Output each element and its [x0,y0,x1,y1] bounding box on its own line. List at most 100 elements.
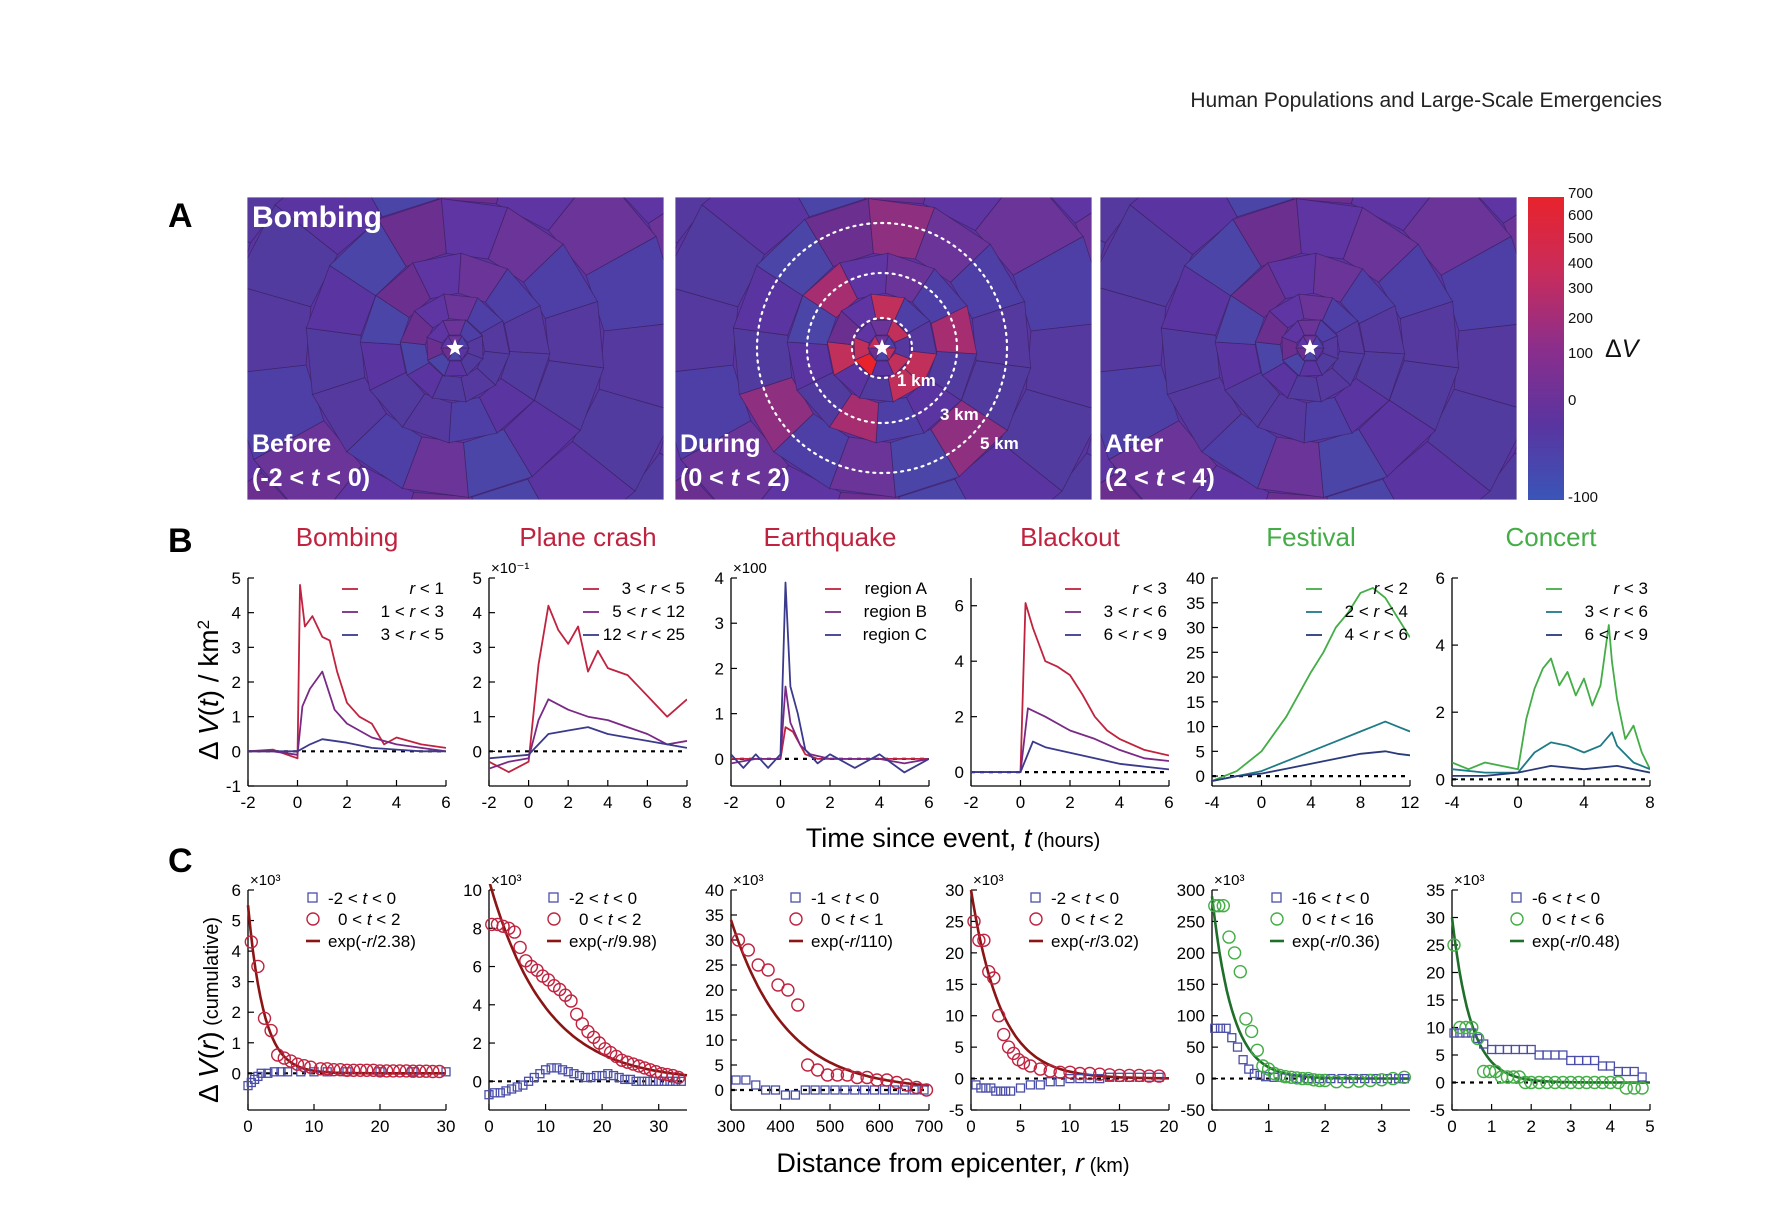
legend-label: 3 < r < 5 [622,579,685,598]
map-cell [495,197,576,232]
during-marker [513,940,527,955]
map-cell [906,377,962,434]
y-tick-label: 35 [1186,594,1205,613]
x-tick-label: 4 [392,793,401,812]
during-marker [850,1070,864,1085]
x-tick-label: 0 [524,793,533,812]
before-marker [1065,1073,1075,1084]
during-marker [432,1064,447,1079]
during-marker [1102,1068,1117,1082]
map-cell [1188,464,1270,500]
y-tick-label: 40 [705,881,724,900]
during-marker [1092,1067,1107,1081]
during-marker [1208,899,1222,913]
y-tick-label: 1 [232,1034,241,1053]
timeseries-plot-bombing: Bombing -2 0 2 4 6 -1 0 1 2 3 4 5 r < 1 1 < r < 3 3 < r… [226,522,451,812]
before-marker [859,1085,870,1095]
before-marker [249,1074,260,1085]
during-marker [731,933,746,947]
colorbar-gradient [1528,197,1564,500]
during-marker [761,963,775,977]
legend-label: exp(-r/3.02) [1051,932,1139,951]
y-tick-label: 4 [1436,636,1445,655]
y-tick-label: 5 [715,1056,724,1075]
before-marker [1232,1042,1243,1052]
legend-swatch [1270,912,1284,926]
y-tick-label: 5 [473,569,482,588]
map-cell [1350,197,1431,232]
series-line [731,581,929,774]
before-marker [263,1068,273,1078]
colorbar: 700 600 500 400 300 200 100 0 -100 ΔV [1528,185,1641,506]
during-marker [909,1080,924,1095]
y-tick-label: 4 [473,604,482,623]
during-marker [496,919,510,933]
map-cell [1210,568,1327,688]
distance-ring [805,271,959,425]
y-tick-label: 300 [1177,881,1205,900]
during-marker [1222,930,1236,944]
before-marker [830,1085,840,1095]
map-cell [922,197,1003,232]
during-marker [1083,1066,1097,1081]
during-marker [997,1027,1011,1042]
before-marker [243,1080,253,1091]
axis-multiplier: ×10³ [733,872,763,889]
during-marker [1459,1020,1473,1035]
legend-swatch [1271,892,1282,903]
map-cell [1266,491,1328,500]
y-tick-label: 15 [1186,693,1205,712]
series-group [1208,896,1412,1089]
during-marker [1212,899,1226,913]
series-group [1212,587,1410,782]
during-marker [972,933,986,947]
fit-curve [1210,896,1410,1080]
y-tick-label: 2 [473,673,482,692]
map-cell [463,429,533,498]
during-marker [1352,1074,1366,1088]
y-tick-label: 100 [1177,1007,1205,1026]
during-marker [1532,1075,1546,1090]
x-tick-label: 0 [1447,1117,1456,1136]
axis-multiplier: ×10⁻¹ [491,560,529,577]
during-marker [1239,1012,1253,1026]
x-tick-label: 12 [1401,793,1420,812]
y-tick-label: 0 [473,742,482,761]
legend-label: 1 < r < 3 [381,602,444,621]
before-marker [540,1065,551,1075]
before-marker [1000,1086,1011,1096]
map-cell [1100,472,1143,500]
y-tick-label: 6 [473,958,482,977]
map-cell [1334,377,1390,434]
legend-swatch [1029,912,1043,926]
before-marker [586,1072,596,1083]
y-tick-label: 3 [715,614,724,633]
during-marker [820,1068,835,1082]
x-tick-label: 0 [776,793,785,812]
legend-label: region A [865,579,928,598]
before-marker [996,1086,1006,1096]
y-tick-label: 150 [1177,975,1205,994]
legend-label: 0 < t < 2 [1061,910,1123,929]
before-marker [506,1084,517,1094]
map-cell [1326,478,1395,500]
legend-label: -1 < t < 0 [811,889,879,908]
y-tick-label: 10 [463,881,482,900]
panel-c-xlabel: Distance from epicenter, r (km) [776,1148,1129,1178]
during-marker [379,1064,394,1078]
during-marker [386,1064,400,1078]
before-marker [574,1070,585,1081]
legend-label: 5 < r < 12 [612,602,685,621]
during-marker [426,1064,440,1079]
map-cell [623,197,664,224]
legend-swatch [548,892,559,903]
x-tick-label: 4 [1115,793,1124,812]
y-tick-label: 0 [232,742,241,761]
during-marker [1073,1066,1087,1081]
x-tick-label: 4 [1606,1117,1615,1136]
x-tick-label: 0 [1513,793,1522,812]
before-marker [1025,1080,1036,1090]
before-marker [1494,1044,1505,1055]
y-tick-label: 30 [945,881,964,900]
